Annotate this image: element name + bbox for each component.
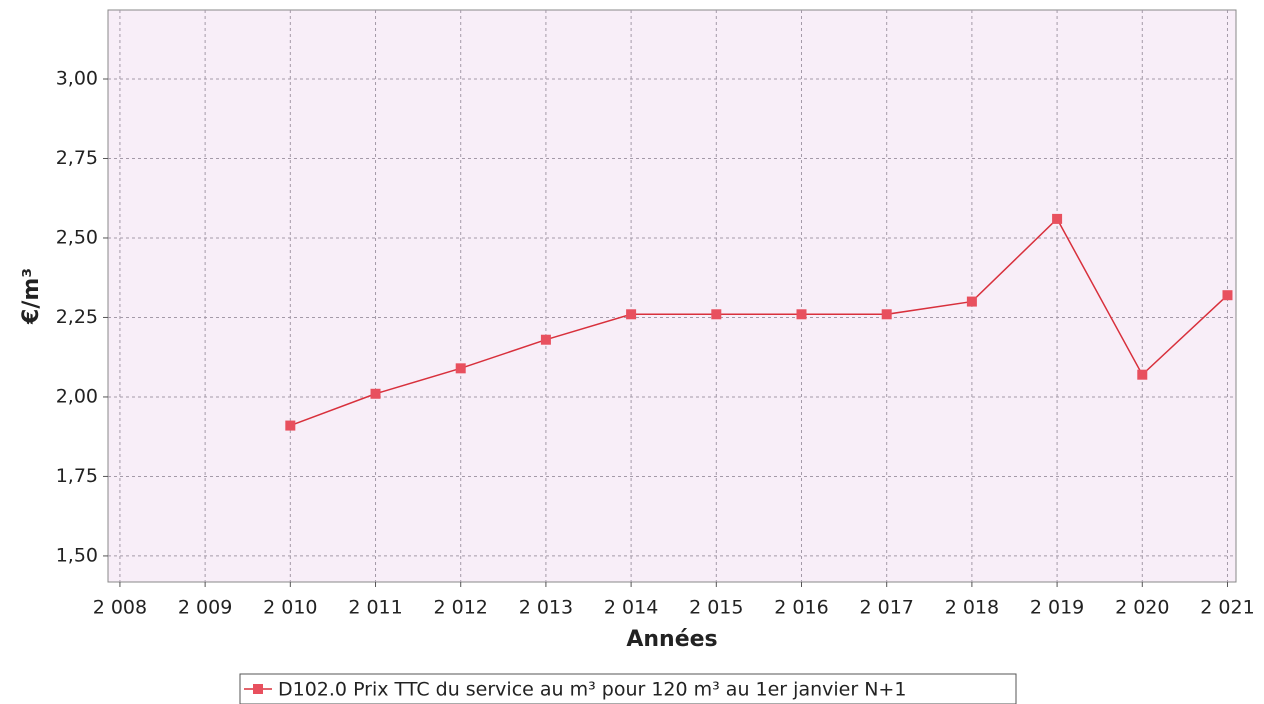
marker bbox=[540, 334, 551, 345]
x-tick-label: 2 018 bbox=[945, 597, 999, 619]
legend bbox=[239, 673, 1017, 704]
x-tick-label: 2 013 bbox=[519, 597, 573, 619]
marker bbox=[711, 309, 722, 320]
y-tick-label: 2,75 bbox=[56, 147, 98, 169]
y-tick-label: 2,50 bbox=[56, 226, 98, 248]
x-tick-label: 2 020 bbox=[1115, 597, 1169, 619]
x-tick-label: 2 008 bbox=[93, 597, 147, 619]
x-tick-label: 2 012 bbox=[434, 597, 488, 619]
marker bbox=[966, 296, 977, 307]
series-line bbox=[290, 217, 1228, 427]
marker bbox=[1222, 290, 1233, 301]
x-axis-label: Années bbox=[626, 627, 717, 652]
marker bbox=[626, 309, 637, 320]
y-tick-label: 2,25 bbox=[56, 306, 98, 328]
y-tick-label: 1,50 bbox=[56, 544, 98, 566]
marker bbox=[881, 309, 892, 320]
y-tick-label: 3,00 bbox=[56, 67, 98, 89]
marker bbox=[1052, 213, 1063, 224]
x-tick-label: 2 014 bbox=[604, 597, 658, 619]
legend-label: D102.0 Prix TTC du service au m³ pour 12… bbox=[278, 679, 906, 701]
x-tick-label: 2 009 bbox=[178, 597, 232, 619]
x-tick-label: 2 015 bbox=[689, 597, 743, 619]
marker bbox=[1137, 369, 1148, 380]
y-tick-label: 2,00 bbox=[56, 385, 98, 407]
marker bbox=[370, 388, 381, 399]
legend-marker bbox=[253, 684, 263, 694]
marker bbox=[796, 309, 807, 320]
x-tick-label: 2 017 bbox=[859, 597, 913, 619]
marker bbox=[285, 420, 296, 431]
x-tick-label: 2 019 bbox=[1030, 597, 1084, 619]
x-tick-label: 2 016 bbox=[774, 597, 828, 619]
x-tick-label: 2 021 bbox=[1200, 597, 1254, 619]
x-tick-label: 2 010 bbox=[263, 597, 317, 619]
y-axis-label: €/m³ bbox=[19, 268, 44, 325]
x-tick-label: 2 011 bbox=[348, 597, 402, 619]
marker bbox=[455, 363, 466, 374]
y-tick-label: 1,75 bbox=[56, 465, 98, 487]
plot-area bbox=[107, 9, 1237, 583]
